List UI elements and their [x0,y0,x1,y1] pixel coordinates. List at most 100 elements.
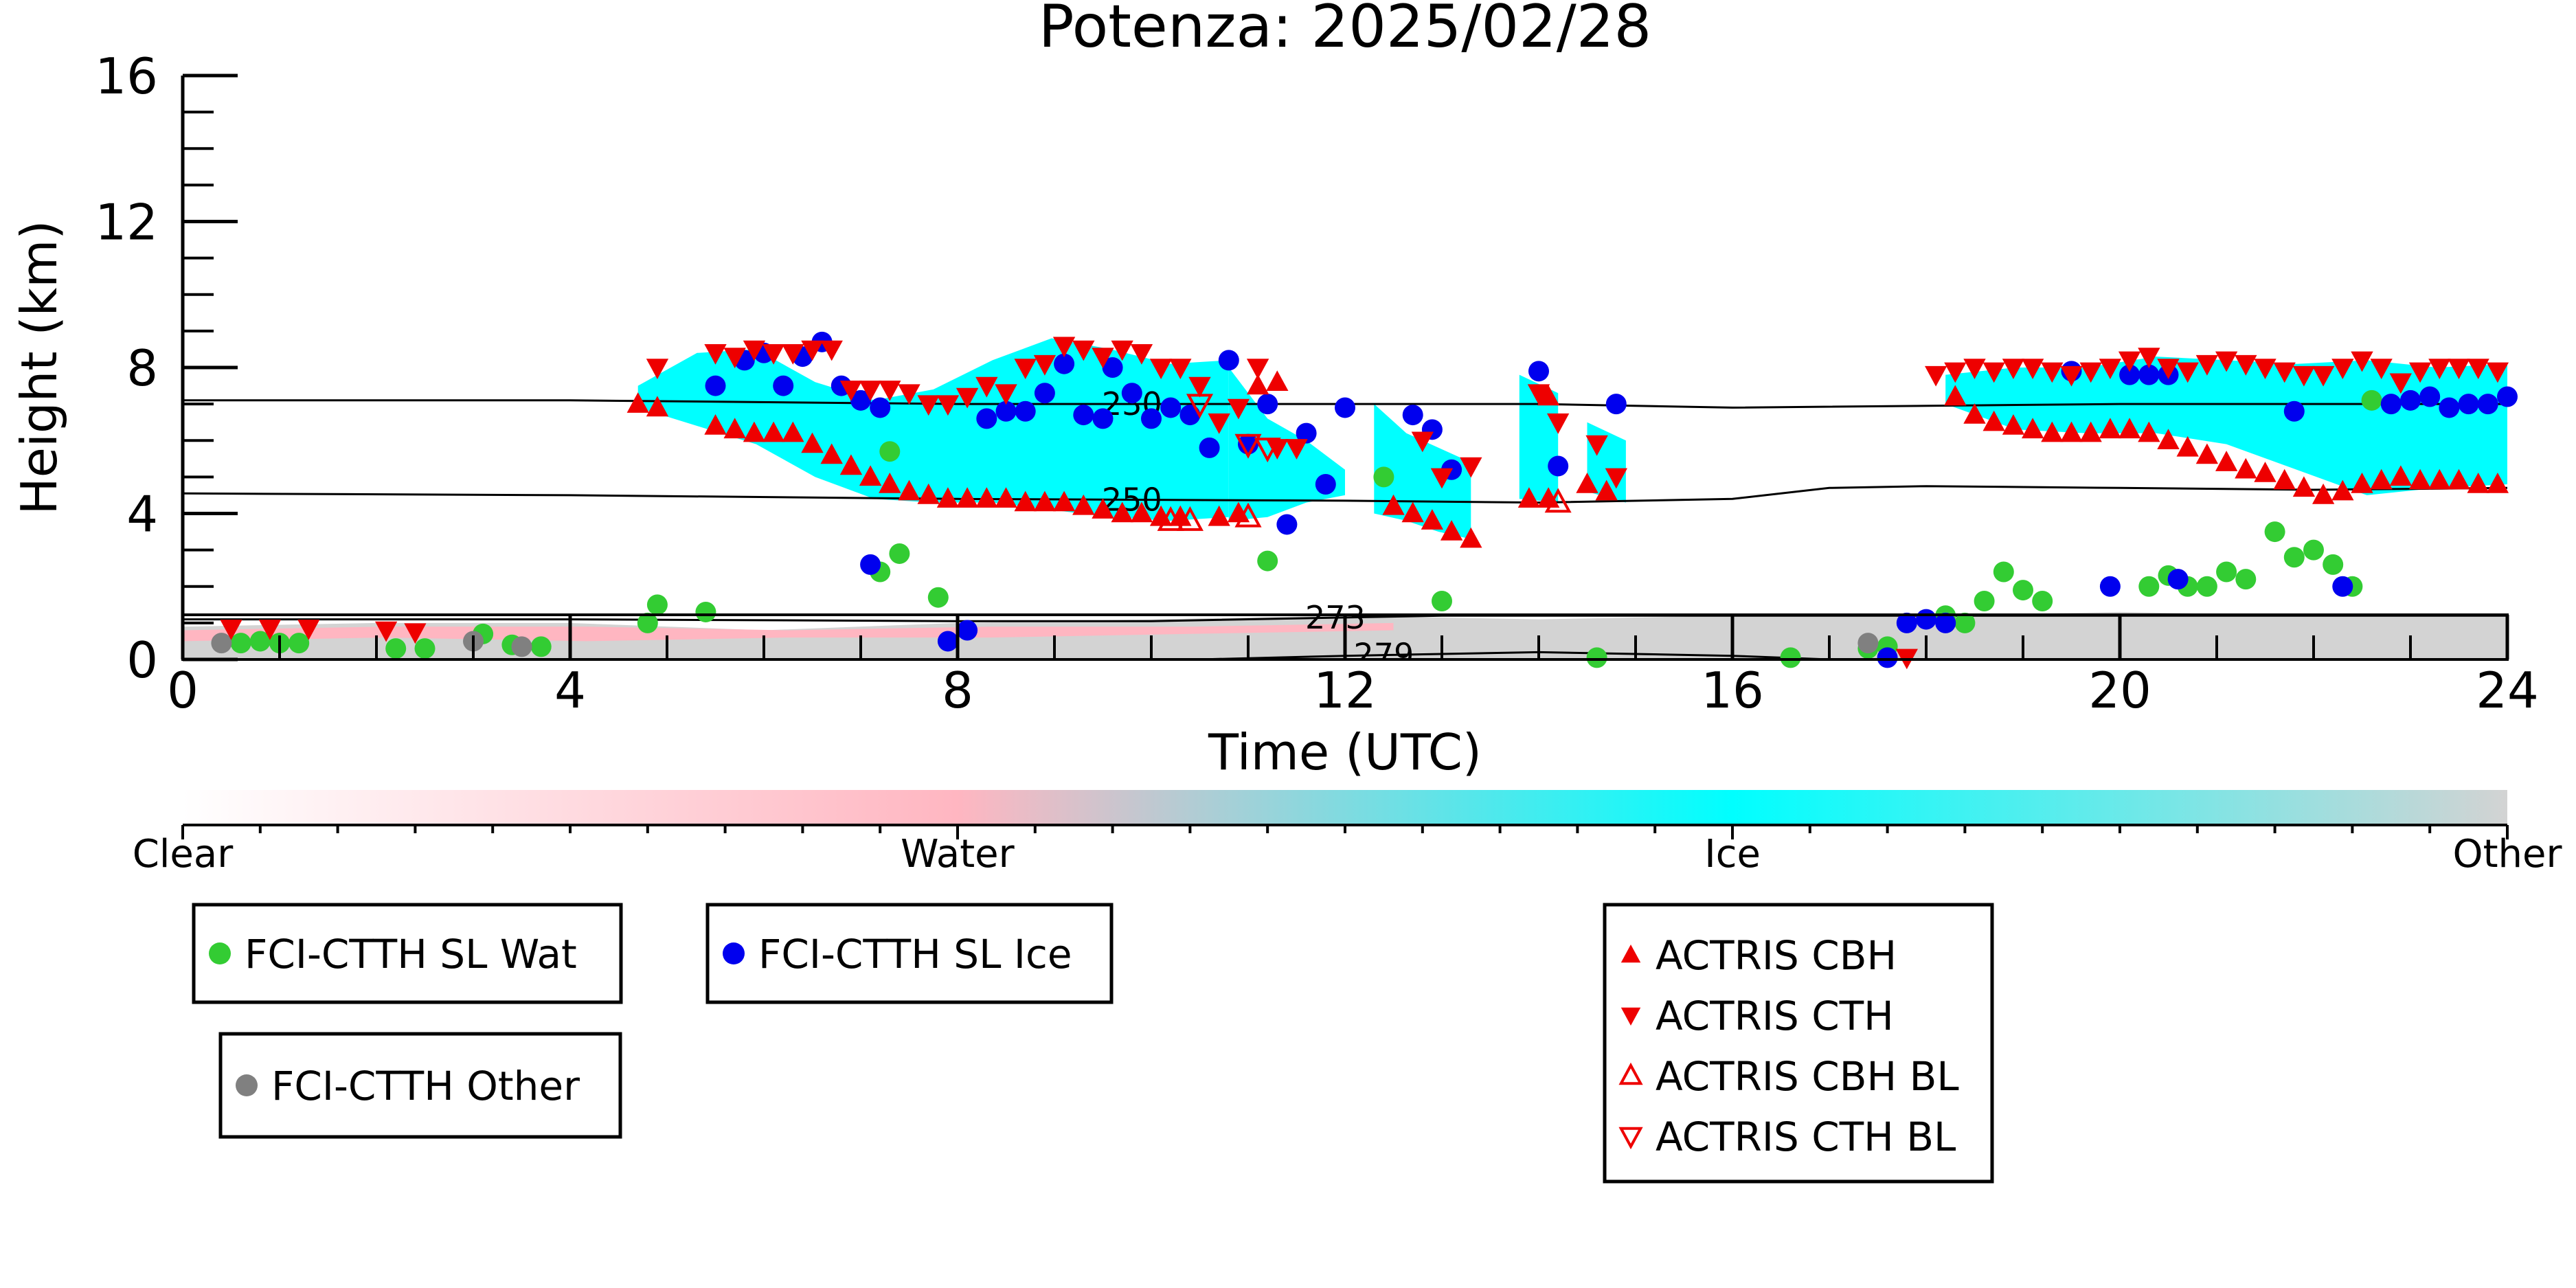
actris-cth-point [258,620,281,640]
actris-cbh-point [2099,418,2121,439]
actris-cbh-point [1537,487,1560,508]
fci-ctth-sl-wat-point [385,638,407,659]
fci-ctth-sl-ice-point [870,397,891,418]
actris-cth-point [2215,351,2238,372]
actris-cbh-point [2448,468,2470,490]
actris-cth-point [646,359,669,379]
actris-cth-point [1285,439,1308,460]
fci-ctth-sl-wat-point [927,587,949,608]
actris-cth-point [2448,359,2470,379]
actris-cth-point [2254,359,2276,379]
fci-ctth-sl-wat-point [1974,591,1995,611]
actris-cth-point [2312,365,2335,387]
actris-cth-point [2331,359,2354,379]
x-tick-label: 0 [167,662,199,719]
actris-cth-point [1072,340,1095,361]
fci-ctth-sl-wat-point [889,543,910,564]
actris-cth-point [936,395,960,416]
actris-cbh-point [1052,490,1076,512]
legend-frame [218,1032,622,1139]
actris-cth-point [1527,384,1550,405]
x-tick-label: 20 [2088,662,2151,719]
fci-ctth-sl-ice-point [2167,569,2189,590]
legend-frame [192,903,623,1004]
fci-ctth-sl-wat-point [2303,539,2324,561]
legend-entry-actris-cth: ACTRIS CTH [1656,993,1894,1039]
fci-ctth-sl-wat-point [646,594,668,615]
actris-cbh-point [801,432,824,453]
fci-ctth-sl-ice-point [1092,408,1114,429]
actris-cth-point [2273,362,2296,383]
fci-ctth-sl-ice-point [2439,397,2460,418]
isotherm-279-label: 279 [1353,637,1414,674]
actris-cbh-point [1111,501,1133,523]
legend-entry-fci-ctth-sl-ice: FCI-CTTH SL Ice [758,931,1072,978]
fci-ctth-sl-wat-point [637,612,658,633]
actris-cbh-point [2195,443,2218,464]
actris-cbh-point [2486,473,2509,493]
fci-ctth-sl-wat-legend-marker [209,942,231,964]
actris-cth-point [2022,359,2044,379]
fci-ctth-sl-wat-point [530,636,552,657]
legend-entry-fci-ctth-other: FCI-CTTH Other [271,1063,580,1109]
actris-cth-point [1982,362,2005,383]
actris-cth-point [1460,457,1482,478]
actris-cbh-point [1246,374,1269,395]
series-actris-cth [220,337,2509,670]
actris-cbh-point [2079,421,2102,442]
actris-cth-point [1944,362,1967,383]
fci-ctth-sl-wat-point [2032,591,2053,611]
legend-entry-actris-cbh: ACTRIS CBH [1656,932,1897,979]
colorbar-label-clear: Clear [133,832,234,877]
colorbar: Clear Water Ice Other [133,790,2562,877]
actris-cth-point [404,623,427,644]
fci-ctth-sl-ice-point [1179,405,1201,426]
fci-ctth-sl-ice-point [1896,612,1917,633]
y-tick-label: 12 [95,194,158,251]
actris-cth-point [1208,413,1230,434]
fci-ctth-sl-wat-point [2196,576,2217,597]
legend-box-3: FCI-CTTH Other [218,1032,622,1139]
actris-cbh-point [975,487,998,508]
actris-cth-point [2079,362,2102,383]
x-axis-label: Time (UTC) [1208,723,1482,781]
actris-cth-point [995,384,1017,405]
actris-cbh-point [1227,501,1250,523]
fci-ctth-sl-ice-point [1054,353,1075,374]
actris-cbh-bl-point [1176,506,1204,531]
fci-ctth-other-point [1857,633,1879,654]
actris-cbh-point [2273,468,2296,490]
actris-cbh-point [820,443,843,464]
fci-ctth-sl-ice-point [1935,612,1956,633]
fci-ctth-sl-ice-point [2400,389,2421,411]
actris-cbh-bl-point [1234,502,1262,528]
fci-ctth-sl-ice-point [1015,400,1036,422]
fci-ctth-sl-ice-point [2138,364,2160,385]
legend-frame [705,903,1114,1004]
isotherm-250-label: 250 [1102,481,1162,518]
series-actris-cth-bl [1186,394,1281,463]
actris-cth-point [820,340,843,361]
actris-cbh-point [2138,421,2160,442]
fci-ctth-sl-ice-point [1218,350,1239,371]
actris-cbh-point [2292,476,2316,497]
fci-ctth-sl-wat-point [1432,591,1452,611]
fci-ctth-sl-ice-point [705,375,726,396]
fci-ctth-sl-wat-point [695,601,716,622]
y-axis-label: Height (km) [10,221,68,515]
actris-cth-bl-point [1254,438,1281,463]
actris-cbh-point [2331,479,2354,501]
x-tick-label: 16 [1701,662,1764,719]
actris-cth-point [1149,359,1173,379]
actris-cbh-point [646,396,669,417]
y-tick-label: 16 [95,47,158,105]
actris-cth-bl-point [1234,433,1262,459]
actris-cbh-point [762,421,785,442]
actris-cth-point [2428,359,2451,379]
actris-cbh-point [1382,494,1405,515]
actris-cbh-point [917,483,940,504]
legends: FCI-CTTH SL Wat FCI-CTTH SL Ice FCI-CTTH O… [192,903,1994,1184]
actris-cbh-bl-legend-marker [1618,1062,1643,1085]
actris-cth-point [1925,365,1947,387]
